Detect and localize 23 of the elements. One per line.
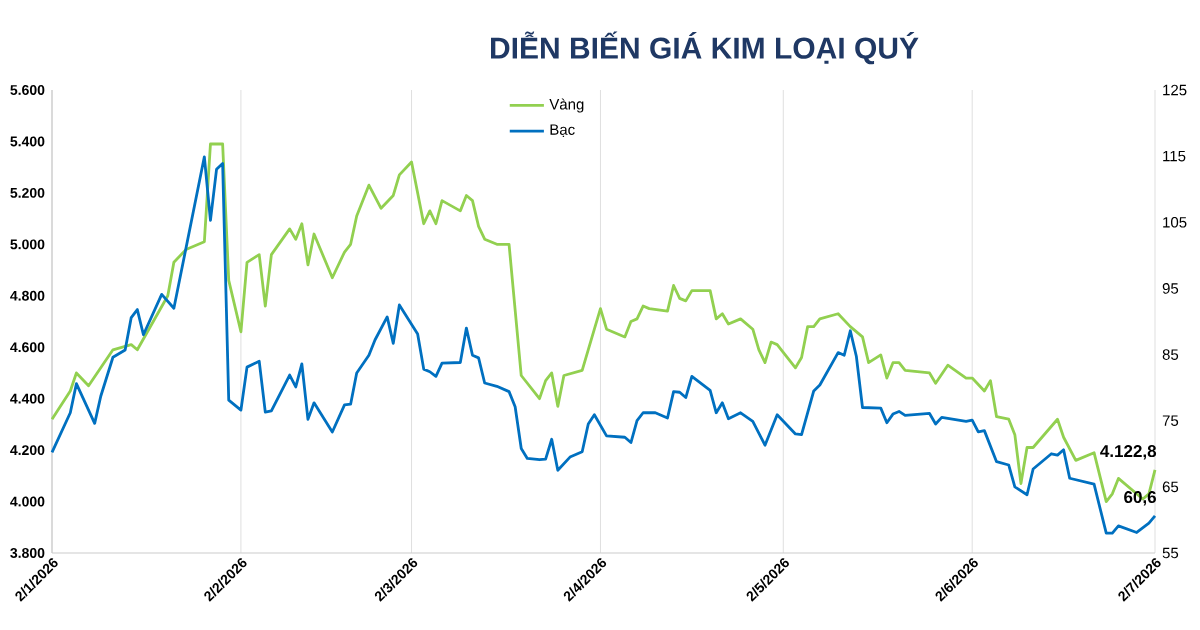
y-tick-label: 4.800 <box>10 290 45 301</box>
legend-label: Vàng <box>549 98 584 113</box>
y2-tick-label: 65 <box>1162 481 1179 493</box>
y2-tick-label: 95 <box>1162 283 1179 294</box>
y-tick-label: 4.400 <box>10 393 45 404</box>
legend-label: Bạc <box>550 124 575 138</box>
y2-tick-label: 115 <box>1163 150 1186 162</box>
y2-tick-label: 125 <box>1163 84 1187 96</box>
y-tick-label: 4.600 <box>10 342 45 353</box>
y-tick-label: 4.200 <box>10 445 45 456</box>
data-label: 4.122,8 <box>1100 445 1157 460</box>
y2-tick-label: 85 <box>1162 349 1179 360</box>
y-tick-label: 5.000 <box>10 239 45 250</box>
y-tick-label: 5.400 <box>10 136 45 147</box>
y-tick-label: 3.800 <box>10 548 45 558</box>
y-tick-label: 4.000 <box>10 496 45 507</box>
chart-title: DIỄN BIẾN GIÁ KIM LOẠI QUÝ <box>491 31 919 65</box>
y2-tick-label: 55 <box>1162 547 1179 559</box>
y-tick-label: 5.600 <box>10 85 45 95</box>
y2-tick-label: 105 <box>1163 216 1187 228</box>
y-tick-label: 5.200 <box>10 187 45 198</box>
data-label: 60,6 <box>1124 491 1156 506</box>
y2-tick-label: 75 <box>1162 415 1179 426</box>
